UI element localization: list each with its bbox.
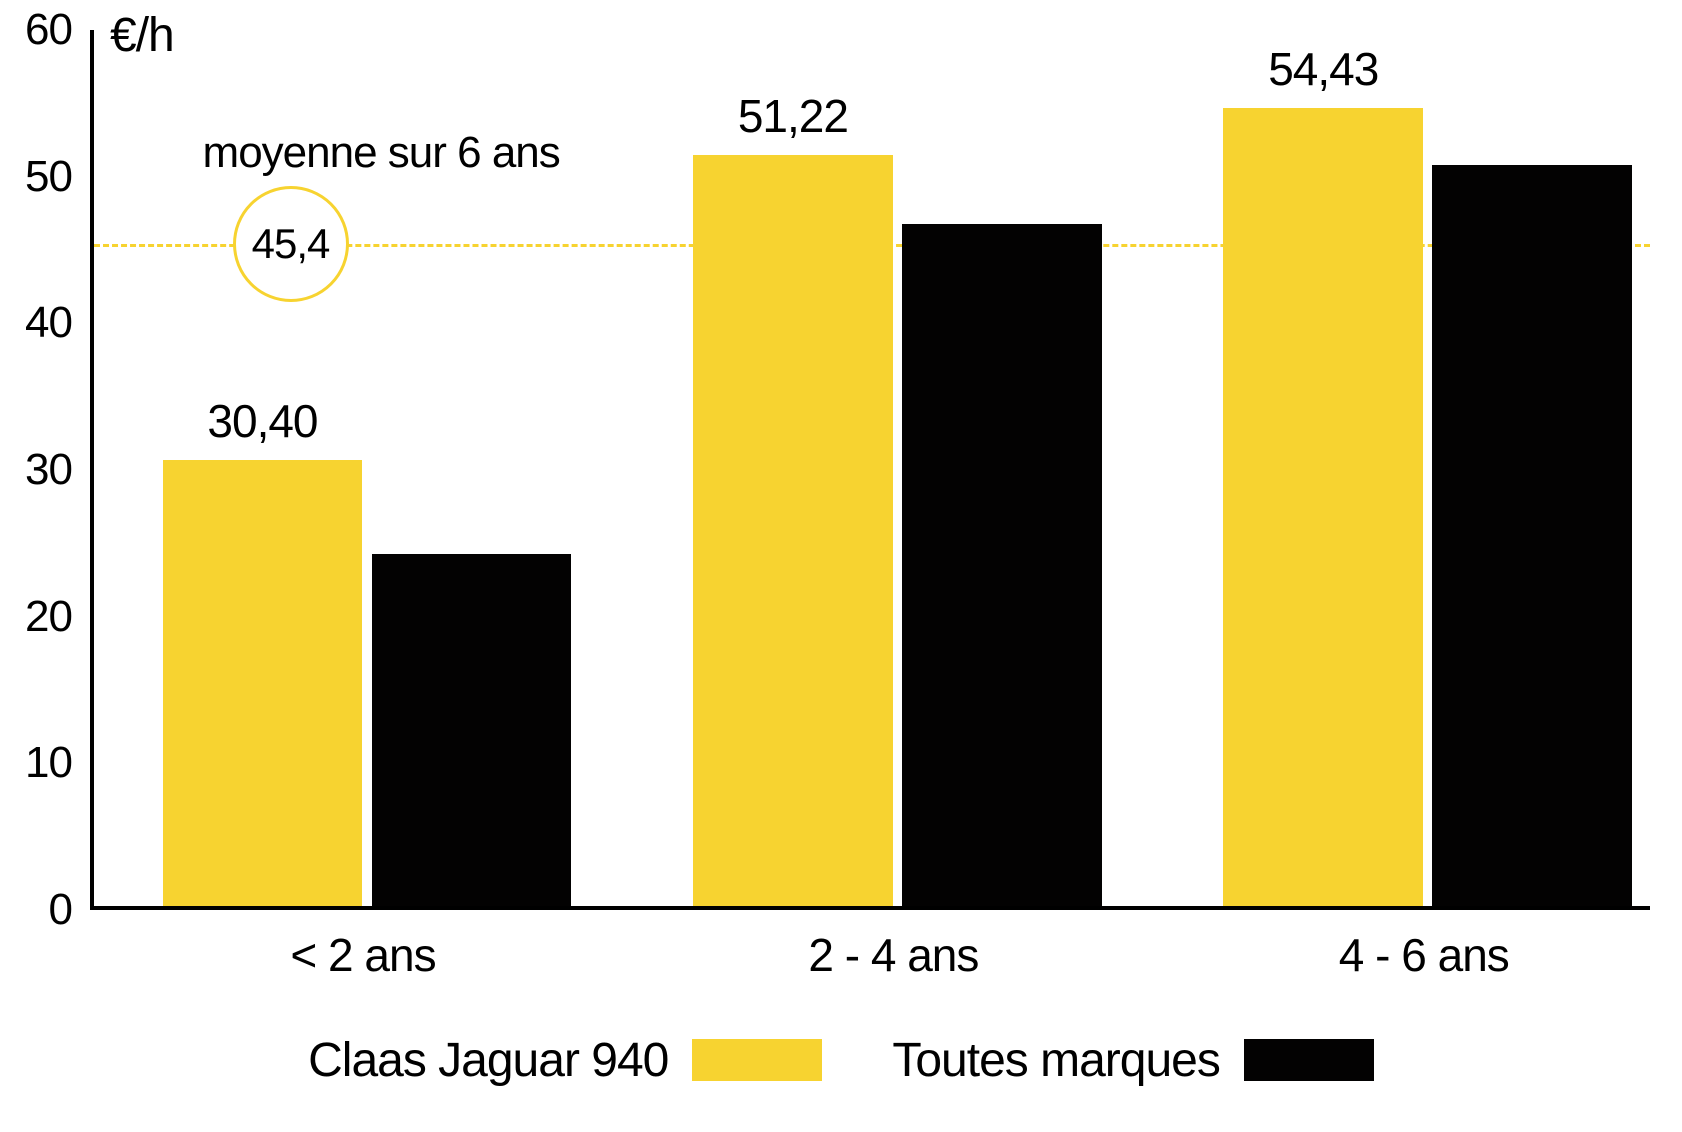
- cost-per-hour-chart: €/h 0102030405060 moyenne sur 6 ans 45,4…: [0, 0, 1682, 1132]
- bar-value-label: 54,43: [1268, 42, 1378, 96]
- bar-series2: [902, 224, 1102, 906]
- legend-label-series-2: Toutes marques: [892, 1033, 1220, 1088]
- bar-value-label: 51,22: [738, 89, 848, 143]
- y-tick-label: 10: [25, 738, 72, 788]
- bars-container: 30,40 51,22 54,43: [94, 30, 1650, 906]
- x-category-label: 4 - 6 ans: [1339, 928, 1509, 982]
- y-tick-label: 50: [25, 152, 72, 202]
- legend: Claas Jaguar 940 Toutes marques: [0, 1010, 1682, 1110]
- legend-label-series-1: Claas Jaguar 940: [308, 1033, 668, 1088]
- y-tick-label: 60: [25, 5, 72, 55]
- legend-swatch-series-1: [692, 1039, 822, 1081]
- bar-value-label: 30,40: [207, 394, 317, 448]
- x-category-label: 2 - 4 ans: [808, 928, 978, 982]
- x-category-label: < 2 ans: [290, 928, 435, 982]
- plot-area: moyenne sur 6 ans 45,4 30,4051,2254,43: [90, 30, 1650, 910]
- y-axis-ticks: 0102030405060: [0, 30, 90, 910]
- legend-item-series-2: Toutes marques: [892, 1033, 1374, 1088]
- bar-series1: [693, 155, 893, 906]
- legend-swatch-series-2: [1244, 1039, 1374, 1081]
- y-tick-label: 30: [25, 445, 72, 495]
- y-tick-label: 20: [25, 592, 72, 642]
- x-axis-labels: < 2 ans 2 - 4 ans 4 - 6 ans: [90, 918, 1650, 988]
- bar-series2: [372, 554, 572, 906]
- bar-series1: [163, 460, 363, 906]
- legend-item-series-1: Claas Jaguar 940: [308, 1033, 822, 1088]
- y-tick-label: 0: [49, 885, 72, 935]
- bar-series2: [1432, 165, 1632, 906]
- bar-series1: [1223, 108, 1423, 906]
- y-tick-label: 40: [25, 298, 72, 348]
